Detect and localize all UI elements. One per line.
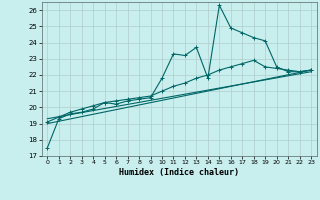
X-axis label: Humidex (Indice chaleur): Humidex (Indice chaleur) <box>119 168 239 177</box>
